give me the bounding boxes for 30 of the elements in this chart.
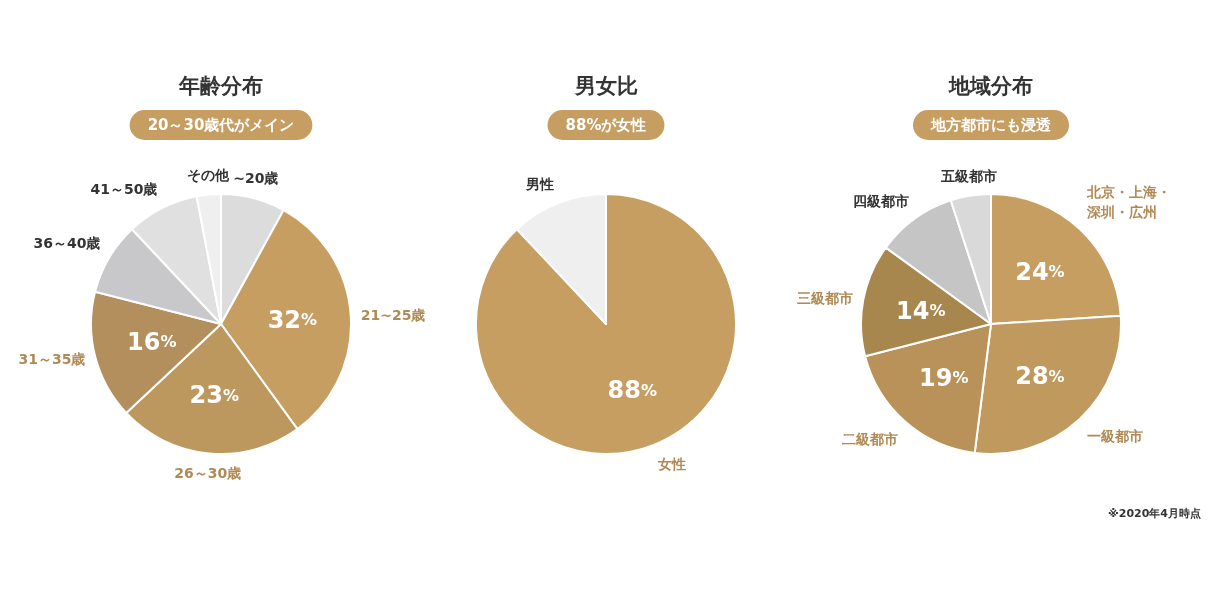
text: ※2020年4月時点 [1108, 507, 1202, 520]
slice-label: 五級都市 [940, 167, 998, 184]
slice-label: 三級都市 [797, 289, 854, 306]
data-label: 88% [607, 376, 658, 405]
data-label: 19% [919, 363, 969, 392]
data-label: 28% [1015, 362, 1065, 391]
chart-title: 地域分布 [948, 73, 1033, 98]
slice-label: その他 [186, 166, 230, 183]
slice-label: 31～35歳 [18, 350, 86, 367]
chart-title: 男女比 [573, 73, 638, 98]
data-label: 24% [1015, 257, 1065, 286]
slice-label: 北京・上海・深圳・広州 [1085, 183, 1171, 220]
data-label: 23% [189, 381, 239, 410]
slice-label: 一級都市 [1086, 428, 1143, 445]
slice-label: 36～40歳 [33, 234, 101, 251]
chart-subtitle: 地方都市にも浸透 [930, 116, 1052, 134]
data-label: 32% [267, 305, 318, 334]
slice-label: 41～50歳 [90, 181, 158, 198]
slice-label: 21~25歳 [360, 307, 426, 324]
slice-label: 二級都市 [842, 431, 899, 448]
data-label: 16% [127, 327, 177, 356]
chart-title: 年齢分布 [178, 73, 263, 98]
chart-subtitle: 88%が女性 [565, 116, 647, 134]
data-label: 14% [896, 296, 946, 325]
slice-label: 男性 [525, 175, 555, 192]
slice-label: 26～30歳 [174, 465, 242, 482]
slice-label: ~20歳 [233, 170, 279, 187]
chart-subtitle: 20～30歳代がメイン [147, 116, 295, 134]
slice-label: 女性 [656, 456, 686, 473]
slice-label: 四級都市 [852, 192, 909, 209]
